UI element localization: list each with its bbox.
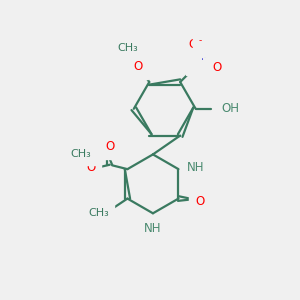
Text: OH: OH (221, 102, 240, 115)
Text: O: O (87, 161, 96, 174)
Text: +: + (198, 53, 205, 62)
Text: NH: NH (187, 161, 204, 174)
Text: CH₃: CH₃ (117, 44, 138, 53)
Text: N: N (192, 56, 201, 69)
Text: CH₃: CH₃ (70, 149, 91, 159)
Text: O: O (105, 140, 114, 153)
Text: -: - (198, 36, 202, 45)
Text: CH₃: CH₃ (88, 208, 109, 218)
Text: NH: NH (144, 222, 162, 235)
Text: O: O (134, 60, 143, 73)
Text: O: O (195, 195, 204, 208)
Text: O: O (189, 38, 198, 51)
Text: O: O (212, 61, 222, 74)
